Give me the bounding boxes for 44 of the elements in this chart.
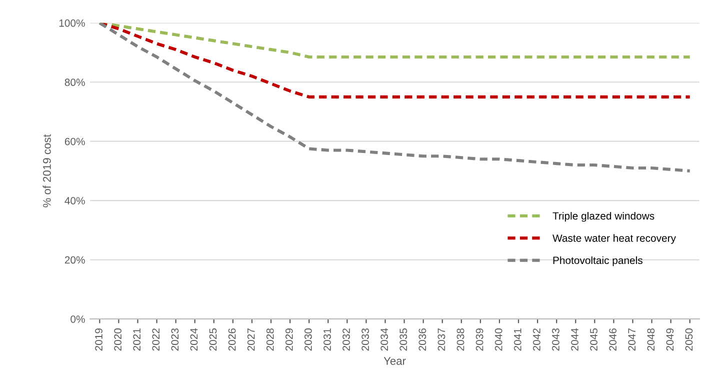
legend-label: Triple glazed windows	[552, 212, 654, 222]
x-tick-label: 2035	[400, 328, 408, 351]
y-axis-title: % of 2019 cost	[42, 134, 51, 208]
x-tick-label: 2048	[647, 328, 655, 351]
x-tick-label: 2026	[228, 328, 236, 351]
x-tick-label: 2025	[209, 328, 217, 351]
x-axis-title: Year	[384, 357, 406, 365]
legend-label: Waste water heat recovery	[552, 234, 676, 244]
x-tick-label: 2027	[247, 328, 255, 351]
y-tick-label: 40%	[64, 197, 85, 204]
x-tick-label: 2023	[171, 328, 179, 351]
x-tick-label: 2021	[133, 328, 141, 351]
x-tick-label: 2020	[114, 328, 122, 351]
x-tick-label: 2031	[324, 328, 331, 351]
x-tick-label: 2028	[266, 328, 274, 351]
x-tick-label: 2032	[342, 328, 350, 351]
x-tick-label: 2019	[95, 328, 102, 351]
x-tick-label: 2030	[304, 328, 312, 351]
y-tick-label: 100%	[59, 19, 85, 27]
x-tick-label: 2037	[438, 328, 446, 351]
x-tick-label: 2038	[456, 328, 464, 351]
x-tick-label: 2049	[666, 328, 674, 351]
x-tick-label: 2042	[532, 328, 540, 351]
line-series	[98, 22, 692, 172]
x-tick-label: 2024	[190, 328, 198, 351]
x-tick-label: 2050	[685, 328, 693, 351]
x-tick-label: 2029	[285, 328, 293, 351]
x-tick-label: 2041	[514, 328, 522, 351]
x-tick-label: 2033	[362, 328, 369, 351]
x-tick-label: 2040	[494, 328, 502, 351]
legend-label: Photovoltaic panels	[553, 256, 642, 266]
x-tick-label: 2046	[609, 328, 616, 351]
x-tick-label: 2044	[571, 328, 578, 351]
x-tick-label: 2022	[152, 328, 160, 351]
y-tick-label: 0%	[70, 315, 85, 323]
x-tick-label: 2039	[476, 328, 484, 351]
y-tick-label: 60%	[64, 138, 85, 146]
x-tick-label: 2045	[590, 328, 598, 351]
x-tick-label: 2043	[552, 328, 560, 351]
x-tick-label: 2036	[418, 328, 426, 351]
x-tick-label: 2047	[628, 328, 636, 351]
y-tick-label: 20%	[64, 256, 85, 264]
y-tick-label: 80%	[64, 78, 85, 86]
x-tick-label: 2034	[380, 328, 388, 351]
